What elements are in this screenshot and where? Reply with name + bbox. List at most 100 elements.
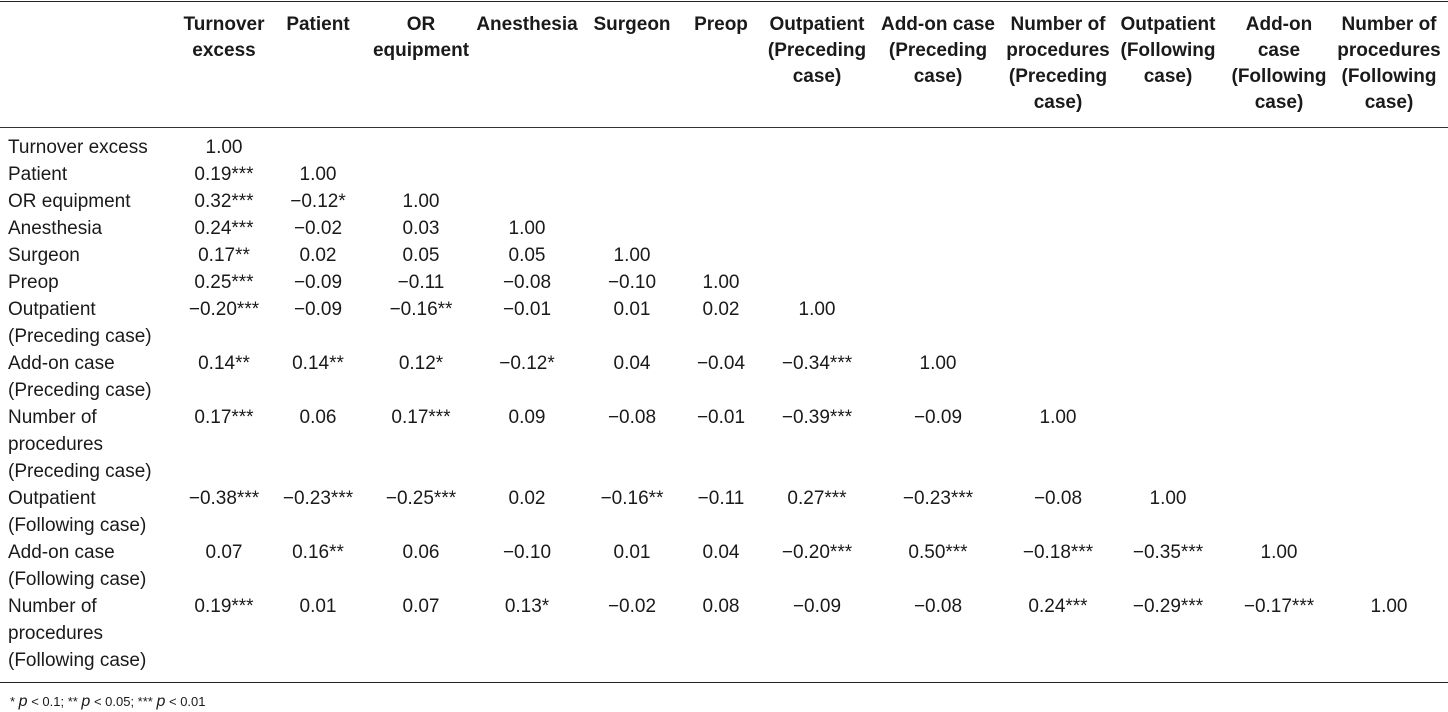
correlation-cell: 0.05: [508, 245, 546, 266]
correlation-cell: 1.00: [402, 191, 440, 212]
p-value-symbol: p: [156, 693, 166, 710]
column-header: Number of procedures (Following case): [1334, 12, 1444, 116]
correlation-cell: 0.17***: [194, 407, 254, 428]
column-header-line: Outpatient: [769, 14, 865, 35]
correlation-cell: −0.16**: [389, 299, 453, 320]
column-header-line: (Preceding: [767, 40, 867, 61]
correlation-cell: −0.35***: [1132, 542, 1204, 563]
column-header-line: Patient: [286, 14, 350, 35]
row-label-line: Outpatient: [8, 488, 96, 509]
correlation-cell: −0.16**: [600, 488, 664, 509]
correlation-cell: 0.01: [613, 542, 651, 563]
row-label: Preop: [8, 269, 178, 296]
footnote-text: *: [10, 694, 19, 709]
correlation-cell: −0.34***: [781, 353, 853, 374]
row-label: Number of procedures (Following case): [8, 593, 178, 674]
row-label-line: (Following case): [8, 650, 147, 671]
column-header-line: procedures: [1337, 40, 1441, 61]
correlation-cell: 1.00: [613, 245, 651, 266]
row-label-line: (Following case): [8, 515, 147, 536]
correlation-cell: −0.08: [607, 407, 657, 428]
column-header-line: Turnover: [183, 14, 265, 35]
row-label-line: OR equipment: [8, 191, 131, 212]
correlation-cell: 0.06: [402, 542, 440, 563]
column-header-line: Anesthesia: [476, 14, 578, 35]
correlation-cell: 1.00: [798, 299, 836, 320]
row-label-line: Add-on case: [8, 353, 115, 374]
column-header-line: OR: [406, 14, 436, 35]
correlation-cell: 0.02: [508, 488, 546, 509]
p-value-symbol: p: [18, 693, 28, 710]
column-header-line: case): [913, 66, 963, 87]
row-label-line: Outpatient: [8, 299, 96, 320]
correlation-cell: 0.07: [205, 542, 243, 563]
correlation-cell: −0.29***: [1132, 596, 1204, 617]
correlation-cell: 0.01: [299, 596, 337, 617]
correlation-cell: −0.38***: [188, 488, 260, 509]
column-header-line: Preop: [694, 14, 748, 35]
row-label: Anesthesia: [8, 215, 178, 242]
correlation-cell: 1.00: [508, 218, 546, 239]
correlation-cell: −0.09: [293, 299, 343, 320]
column-header-line: Number of: [1341, 14, 1437, 35]
row-label-line: (Preceding case): [8, 326, 152, 347]
correlation-cell: 0.06: [299, 407, 337, 428]
header-bottom-rule: [0, 127, 1448, 128]
correlation-cell: 1.00: [919, 353, 957, 374]
row-label-line: (Following case): [8, 569, 147, 590]
column-header: OR equipment: [371, 12, 471, 64]
column-header-line: (Preceding: [1008, 66, 1108, 87]
correlation-cell: −0.23***: [902, 488, 974, 509]
row-label-line: Anesthesia: [8, 218, 103, 239]
row-label: OR equipment: [8, 188, 178, 215]
column-header-line: (Following: [1341, 66, 1437, 87]
correlation-cell: 0.24***: [194, 218, 254, 239]
correlation-cell: −0.11: [397, 272, 445, 293]
correlation-cell: 0.50***: [908, 542, 968, 563]
correlation-cell: 0.14**: [292, 353, 344, 374]
significance-footnote: * p < 0.1; ** p < 0.05; *** p < 0.01: [10, 694, 206, 710]
row-label-line: Number of: [8, 407, 97, 428]
column-header-line: case: [1257, 40, 1301, 61]
table-bottom-rule: [0, 682, 1448, 683]
correlation-cell: −0.10: [607, 272, 657, 293]
correlation-cell: 0.02: [702, 299, 740, 320]
correlation-cell: 0.19***: [194, 164, 254, 185]
correlation-cell: 0.27***: [787, 488, 847, 509]
column-header-line: procedures: [1006, 40, 1110, 61]
row-label-line: Number of: [8, 596, 97, 617]
correlation-cell: 0.05: [402, 245, 440, 266]
column-header-line: excess: [192, 40, 256, 61]
row-label: Outpatient (Following case): [8, 485, 178, 539]
correlation-cell: −0.11: [697, 488, 745, 509]
correlation-cell: −0.08: [913, 596, 963, 617]
row-label-line: Patient: [8, 164, 68, 185]
column-header-line: (Following: [1120, 40, 1216, 61]
column-header: Outpatient (Preceding case): [761, 12, 873, 90]
row-label-line: Turnover excess: [8, 137, 148, 158]
correlation-cell: 0.14**: [198, 353, 250, 374]
correlation-cell: 0.04: [702, 542, 740, 563]
column-header: Patient: [278, 12, 358, 38]
table-top-rule: [0, 1, 1448, 2]
column-header-line: case): [792, 66, 842, 87]
row-label: Outpatient (Preceding case): [8, 296, 178, 350]
row-label: Surgeon: [8, 242, 178, 269]
column-header: Number of procedures (Preceding case): [1002, 12, 1114, 116]
correlation-cell: −0.23***: [282, 488, 354, 509]
column-header: Outpatient (Following case): [1113, 12, 1223, 90]
correlation-cell: 0.01: [613, 299, 651, 320]
correlation-cell: 0.02: [299, 245, 337, 266]
correlation-cell: −0.17***: [1243, 596, 1315, 617]
correlation-cell: 1.00: [1149, 488, 1187, 509]
correlation-cell: 0.12*: [398, 353, 444, 374]
correlation-cell: −0.25***: [385, 488, 457, 509]
correlation-cell: −0.02: [607, 596, 657, 617]
correlation-cell: −0.01: [502, 299, 552, 320]
correlation-cell: −0.09: [293, 272, 343, 293]
correlation-cell: −0.10: [502, 542, 552, 563]
correlation-cell: 1.00: [299, 164, 337, 185]
column-header-line: case): [1364, 92, 1414, 113]
correlation-cell: 1.00: [1260, 542, 1298, 563]
correlation-cell: −0.02: [293, 218, 343, 239]
